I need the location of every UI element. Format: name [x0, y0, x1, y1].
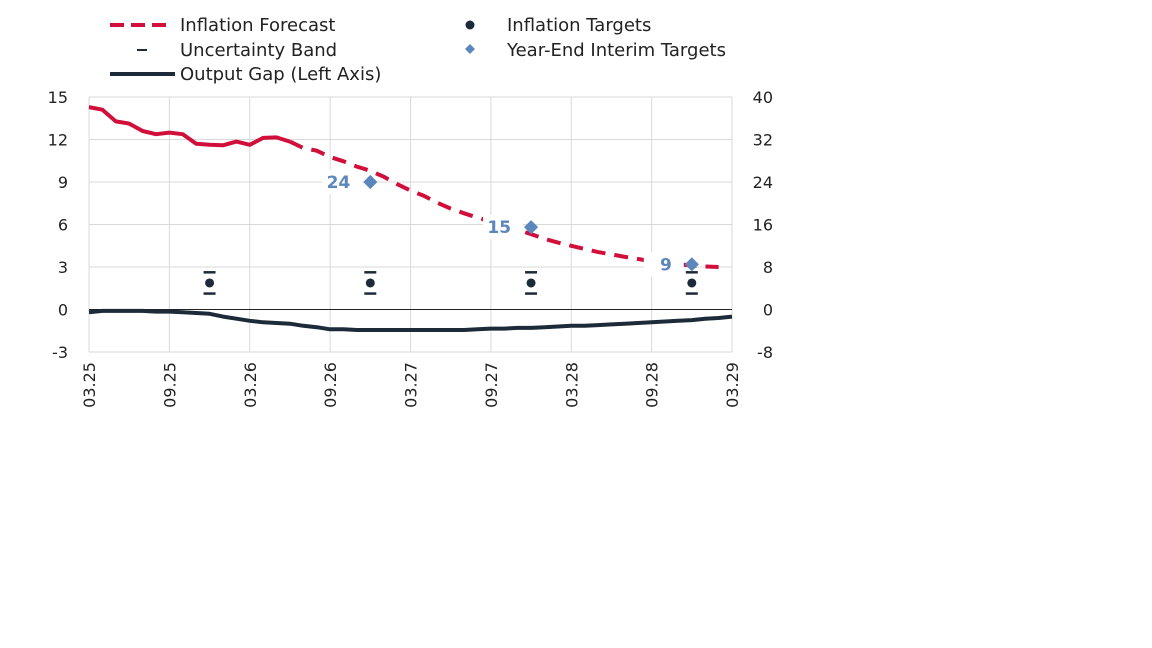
legend-label-inflation-targets: Inflation Targets	[507, 15, 651, 36]
series-inflation-forecast-actual	[88, 105, 291, 148]
interim-target-label-background	[483, 215, 524, 240]
inflation-target-point	[365, 278, 375, 288]
interim-target-label-background	[643, 252, 684, 277]
right-axis-tick-label: -8	[757, 343, 773, 362]
left-axis-tick-label: 0	[58, 301, 68, 320]
x-axis-tick-label: 09.28	[643, 362, 662, 408]
legend-label-interim-targets: Year-End Interim Targets	[506, 40, 726, 61]
legend-label-uncertainty-band: Uncertainty Band	[180, 40, 337, 61]
legend: Inflation Forecast Uncertainty Band Outp…	[110, 15, 726, 85]
inflation-target-point	[687, 278, 697, 288]
left-axis-tick-label: 3	[58, 258, 68, 277]
x-axis-tick-label: 03.29	[723, 362, 742, 408]
plot-area: 15 12 9 6 3 0 -3 40 32 24 16 8 0 -8 03.25 09.25 03.26 09.…	[48, 88, 773, 408]
left-axis-tick-label: 15	[48, 88, 68, 107]
interim-target-label: 24	[327, 173, 351, 193]
inflation-target-point	[205, 278, 215, 288]
x-axis-tick-label: 03.27	[402, 362, 421, 408]
left-axis-tick-label: 12	[48, 131, 68, 150]
right-axis-tick-label: 8	[763, 258, 773, 277]
x-axis-tick-label: 09.27	[482, 362, 501, 408]
right-axis-tick-label: 16	[753, 216, 773, 235]
x-axis-tick-label: 03.25	[80, 362, 99, 408]
legend-swatch-inflation-targets	[465, 20, 475, 30]
legend-swatch-interim-targets	[465, 44, 475, 54]
right-axis-tick-label: 0	[763, 301, 773, 320]
legend-label-inflation-forecast: Inflation Forecast	[180, 15, 335, 36]
series-inflation-forecast-projection	[289, 139, 719, 269]
inflation-target-point	[526, 278, 536, 288]
interim-target-label-background	[322, 170, 363, 194]
interim-target-label: 15	[487, 218, 511, 238]
interim-target-label: 9	[660, 255, 672, 275]
series-output-gap	[88, 308, 733, 332]
interim-target-point	[523, 220, 539, 235]
right-axis-tick-label: 40	[753, 88, 773, 107]
left-axis-tick-label: 9	[58, 173, 68, 192]
x-axis-tick-label: 03.28	[562, 362, 581, 408]
interim-target-point	[684, 257, 699, 272]
x-axis-tick-label: 09.25	[160, 362, 179, 408]
right-axis-tick-label: 24	[753, 173, 773, 192]
x-axis-tick-label: 03.26	[241, 362, 260, 408]
legend-label-output-gap: Output Gap (Left Axis)	[180, 64, 381, 85]
interim-target-point	[363, 174, 378, 190]
left-axis-tick-label: -3	[52, 343, 68, 362]
x-axis-tick-label: 09.26	[321, 362, 340, 408]
right-axis-tick-label: 32	[753, 131, 773, 150]
left-axis-tick-label: 6	[58, 216, 68, 235]
